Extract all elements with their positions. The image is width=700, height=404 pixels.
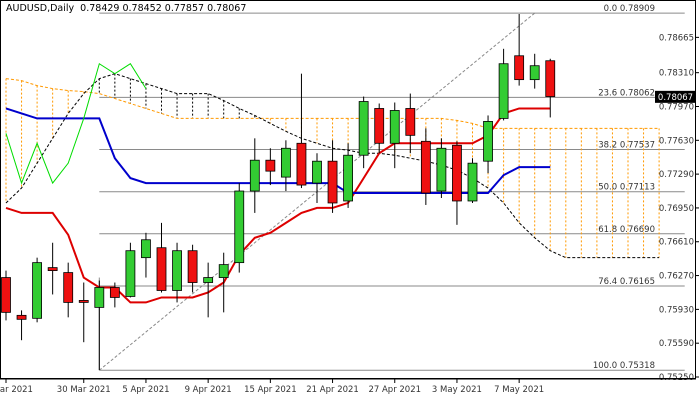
fibo-level-label: 76.4 0.76165 — [598, 277, 655, 287]
bullish-candle — [483, 121, 493, 162]
bearish-candle — [405, 108, 416, 136]
bearish-candle — [452, 144, 462, 202]
y-tick-label: 0.77970 — [659, 102, 694, 112]
tenkan-sen-line — [5, 107, 551, 304]
chart-header: AUDUSD,Daily 0.78429 0.78452 0.77857 0.7… — [6, 3, 246, 14]
bearish-candle — [420, 140, 431, 194]
bullish-candle — [358, 101, 369, 156]
bullish-candle — [389, 110, 400, 144]
y-tick-label: 0.75590 — [659, 339, 694, 349]
y-tick-label: 0.78665 — [659, 33, 694, 43]
bullish-candle — [498, 63, 509, 119]
symbol-label: AUDUSD,Daily — [6, 3, 75, 14]
bullish-candle — [125, 250, 136, 297]
last-price-label: 0.78067 — [658, 93, 693, 103]
bullish-candle — [94, 287, 105, 308]
bearish-candle — [78, 300, 89, 303]
x-tick-label: 30 Mar 2021 — [57, 385, 111, 395]
bearish-candle — [1, 277, 11, 313]
bearish-candle — [296, 142, 307, 186]
bearish-candle — [16, 314, 27, 320]
x-tick-label: 24 Mar 2021 — [0, 385, 33, 395]
x-tick-label: 21 Apr 2021 — [306, 385, 359, 395]
y-tick-label: 0.77630 — [659, 136, 694, 146]
bullish-candle — [467, 162, 478, 202]
bullish-candle — [32, 262, 42, 319]
bullish-candle — [234, 190, 245, 264]
bullish-candle — [312, 160, 322, 184]
bullish-candle — [249, 159, 260, 192]
ohlc-values: 0.78429 0.78452 0.77857 0.78067 — [80, 3, 247, 14]
bullish-candle — [172, 250, 182, 291]
bearish-candle — [327, 160, 338, 204]
bullish-candle — [203, 277, 214, 283]
last-price-box — [655, 90, 696, 103]
bullish-candle — [436, 147, 447, 192]
y-tick-label: 0.76610 — [659, 238, 694, 248]
x-tick-label: 3 May 2021 — [432, 385, 482, 395]
y-tick-label: 0.78310 — [659, 69, 694, 79]
bullish-candle — [141, 239, 151, 259]
bearish-candle — [109, 287, 120, 298]
y-tick-label: 0.76950 — [659, 204, 694, 214]
fibo-level-label: 61.8 0.76690 — [598, 225, 655, 235]
x-tick-label: 27 Apr 2021 — [368, 385, 421, 395]
bearish-candle — [265, 159, 276, 172]
bearish-candle — [187, 250, 198, 283]
fibo-level-label: 0.0 0.78909 — [604, 4, 655, 14]
bearish-candle — [514, 55, 525, 81]
x-tick-label: 5 Apr 2021 — [122, 385, 169, 395]
y-tick-label: 0.75930 — [659, 305, 694, 315]
bearish-candle — [374, 108, 385, 144]
x-tick-label: 7 May 2021 — [494, 385, 544, 395]
bullish-candle — [343, 154, 354, 202]
bearish-candle — [545, 60, 556, 97]
bullish-candle — [280, 147, 291, 178]
bullish-candle — [218, 264, 229, 278]
bearish-candle — [47, 267, 58, 271]
fibo-level-label: 38.2 0.77537 — [598, 141, 655, 151]
fibo-level-label: 50.0 0.77113 — [598, 183, 655, 193]
fibo-level-label: 23.6 0.78062 — [598, 88, 655, 98]
bearish-candle — [156, 247, 167, 291]
x-tick-label: 15 Apr 2021 — [244, 385, 297, 395]
bullish-candle — [529, 65, 540, 81]
y-tick-label: 0.76270 — [659, 272, 694, 282]
bearish-candle — [63, 272, 74, 303]
fibo-level-label: 100.0 0.75318 — [593, 361, 655, 371]
x-tick-label: 9 Apr 2021 — [185, 385, 232, 395]
y-tick-label: 0.77290 — [659, 170, 694, 180]
chikou-span-line — [5, 62, 147, 185]
senkou-span-a — [5, 78, 660, 129]
